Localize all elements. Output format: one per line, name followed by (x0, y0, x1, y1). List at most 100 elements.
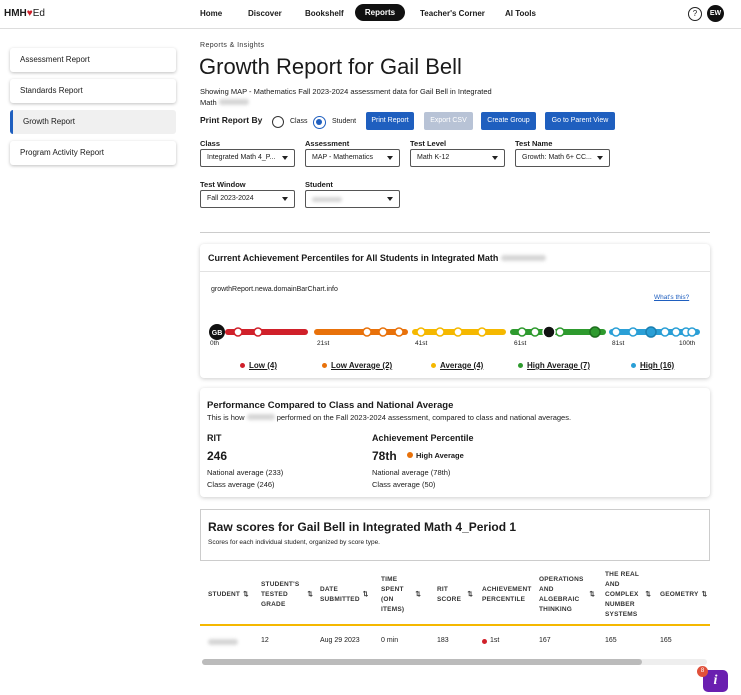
header-text: STUDENT'S TESTED GRADE (261, 581, 300, 608)
column-header[interactable]: GEOMETRY ⇅ (660, 570, 708, 620)
filter-label: Assessment (305, 139, 350, 148)
radio-selected[interactable] (313, 116, 326, 129)
scale-label: 81st (612, 340, 625, 347)
column-header[interactable]: THE REAL AND COMPLEX NUMBER SYSTEMS ⇅ (605, 570, 651, 620)
legend-item[interactable]: High (16) (640, 361, 675, 370)
column-header[interactable]: TIME SPENT (ON ITEMS) ⇅ (381, 570, 421, 620)
legend-item[interactable]: Low (4) (249, 361, 277, 370)
performance-card: Performance Compared to Class and Nation… (200, 388, 710, 497)
table-cell: 165 (605, 637, 617, 644)
select[interactable]: Math K-12 (410, 149, 505, 167)
nav-item[interactable]: Bookshelf (305, 9, 344, 18)
button[interactable]: Create Group (481, 112, 536, 130)
side-item[interactable]: Program Activity Report (10, 141, 176, 165)
nav-item[interactable]: Home (200, 9, 223, 18)
table-cell: 1st (490, 637, 500, 644)
table-cell: 12 (261, 637, 269, 644)
class-average: Class average (246) (207, 480, 275, 489)
legend-item[interactable]: High Average (7) (527, 361, 590, 370)
card-title: Performance Compared to Class and Nation… (207, 400, 454, 411)
avatar[interactable]: EW (707, 5, 724, 22)
filter-label: Student (305, 180, 333, 189)
logo[interactable]: HMH♥Ed (4, 8, 45, 19)
subtitle: Showing MAP - Mathematics Fall 2023-2024… (200, 86, 500, 108)
select[interactable]: Growth: Math 6+ CC... (515, 149, 610, 167)
column-header[interactable]: OPERATIONS AND ALGEBRAIC THINKING ⇅ (539, 570, 595, 620)
blurred (500, 255, 546, 261)
side-item[interactable]: Standards Report (10, 79, 176, 103)
legend-item[interactable]: Average (4) (440, 361, 484, 370)
card-title: Current Achievement Percentiles for All … (208, 253, 546, 263)
select[interactable]: MAP - Mathematics (305, 149, 400, 167)
header-text: OPERATIONS AND ALGEBRAIC THINKING (539, 576, 584, 613)
header-text: ACHIEVEMENT PERCENTILE (482, 586, 532, 603)
header-text: TIME SPENT (ON ITEMS) (381, 576, 405, 613)
legend-dot (322, 363, 327, 368)
sort-icon: ⇅ (467, 591, 473, 598)
side-item[interactable]: Assessment Report (10, 48, 176, 72)
breadcrumb: Reports & Insights (200, 42, 265, 49)
subtitle-text: Showing MAP - Mathematics Fall 2023-2024… (200, 87, 492, 107)
card-subtitle: Scores for each individual student, orga… (208, 539, 380, 546)
separator (200, 271, 710, 272)
legend-dot (631, 363, 636, 368)
logo-text: HMH (4, 8, 27, 19)
logo-suffix: Ed (32, 8, 45, 19)
nav-item-active[interactable]: Reports (355, 4, 405, 21)
nav-item[interactable]: Teacher's Corner (420, 9, 485, 18)
select[interactable] (305, 190, 400, 208)
header-text: STUDENT (208, 591, 241, 598)
button-disabled: Export CSV (424, 112, 473, 130)
column-header[interactable]: ACHIEVEMENT PERCENTILE (482, 570, 531, 620)
header-text: THE REAL AND COMPLEX NUMBER SYSTEMS (605, 571, 639, 618)
header-text: DATE SUBMITTED (320, 586, 360, 603)
column-header[interactable]: STUDENT ⇅ (208, 570, 253, 620)
side-item-active[interactable]: Growth Report (10, 110, 176, 134)
filter-label: Test Level (410, 139, 447, 148)
legend-item[interactable]: Low Average (2) (331, 361, 393, 370)
blurred (312, 197, 342, 202)
sort-icon: ⇅ (307, 591, 313, 598)
card-title: Raw scores for Gail Bell in Integrated M… (208, 520, 517, 534)
table-rule (200, 624, 710, 626)
percentile-bar: GB (209, 324, 700, 340)
class-average: Class average (50) (372, 480, 436, 489)
national-average: National average (233) (207, 468, 284, 477)
column-header[interactable]: RIT SCORE ⇅ (437, 570, 473, 620)
nav-item[interactable]: Discover (248, 9, 282, 18)
page-title: Growth Report for Gail Bell (199, 54, 462, 79)
filter-label: Test Name (515, 139, 553, 148)
button[interactable]: Print Report (366, 112, 414, 130)
column-header[interactable]: STUDENT'S TESTED GRADE ⇅ (261, 570, 313, 620)
blurred (208, 639, 238, 645)
info-button[interactable]: i (703, 670, 728, 692)
header-text: RIT SCORE (437, 586, 462, 603)
student-marker: GB (212, 330, 223, 337)
scale-label: 100th (679, 340, 696, 347)
sort-icon: ⇅ (243, 591, 249, 598)
national-average: National average (78th) (372, 468, 451, 477)
table-cell: 165 (660, 637, 672, 644)
top-bar: HMH♥Ed Home Discover Bookshelf Reports Teach… (0, 0, 741, 29)
divider (200, 232, 710, 233)
metric-label: Achievement Percentile (372, 433, 474, 443)
intro: This is how performed on the Fall 2023-2… (207, 413, 571, 422)
blurred (246, 414, 275, 420)
nav-item[interactable]: AI Tools (505, 9, 536, 18)
sort-icon: ⇅ (701, 591, 708, 598)
scrollbar[interactable] (202, 659, 707, 665)
legend-dot (431, 363, 436, 368)
print-label: Print Report By (200, 115, 263, 125)
header-text: GEOMETRY (660, 591, 699, 598)
radio-label: Student (332, 118, 357, 125)
button[interactable]: Go to Parent View (545, 112, 615, 130)
help-icon[interactable]: ? (688, 7, 702, 21)
metric-value: 78th (372, 449, 397, 463)
raw-header: Raw scores for Gail Bell in Integrated M… (200, 509, 710, 561)
radio[interactable] (272, 116, 284, 128)
select[interactable]: Fall 2023-2024 (200, 190, 295, 208)
select[interactable]: Integrated Math 4_P... (200, 149, 295, 167)
intro-text: This is how (207, 413, 245, 422)
column-header[interactable]: DATE SUBMITTED ⇅ (320, 570, 368, 620)
help-link[interactable]: What's this? (654, 294, 690, 301)
